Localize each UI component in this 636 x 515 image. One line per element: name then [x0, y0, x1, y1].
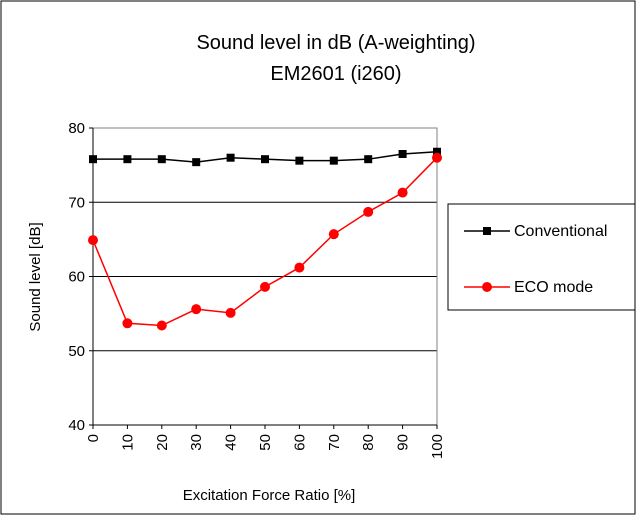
x-tick-label-100: 100 — [429, 434, 446, 459]
point-conventional-80 — [364, 155, 373, 164]
x-tick-label-40: 40 — [223, 434, 240, 451]
x-axis-label: Excitation Force Ratio [%] — [183, 487, 356, 504]
y-tick-label-70: 70 — [68, 194, 85, 211]
point-conventional-0 — [89, 155, 97, 164]
legend-item-conventional: Conventional — [464, 223, 607, 240]
x-tick-label-10: 10 — [119, 434, 136, 451]
y-tick-label-40: 40 — [68, 417, 85, 434]
legend-box — [447, 203, 636, 311]
point-eco-mode-50 — [260, 281, 270, 292]
point-conventional-70 — [329, 156, 338, 165]
point-eco-mode-60 — [294, 262, 305, 273]
point-eco-mode-0 — [88, 235, 98, 246]
chart-title: Sound level in dB (A-weighting) — [196, 32, 475, 54]
point-conventional-10 — [123, 155, 132, 164]
point-conventional-40 — [226, 153, 235, 162]
series-conventional — [89, 147, 441, 167]
y-axis: 40 50 60 70 80 — [68, 120, 94, 434]
x-tick-label-30: 30 — [188, 434, 205, 451]
point-conventional-20 — [157, 155, 166, 164]
grid-lines — [93, 201, 437, 352]
x-tick-label-70: 70 — [326, 434, 343, 451]
point-conventional-100 — [433, 147, 441, 156]
x-tick-label-0: 0 — [85, 434, 102, 442]
chart-subtitle: EM2601 (i260) — [270, 63, 401, 85]
series-layer — [88, 147, 442, 331]
legend-item-eco-mode: ECO mode — [464, 279, 593, 296]
point-eco-mode-20 — [156, 320, 167, 331]
y-tick-label-50: 50 — [68, 343, 85, 360]
x-axis: 0 10 20 30 40 50 60 70 80 90 100 — [85, 424, 446, 459]
series-eco-mode — [88, 152, 442, 331]
point-eco-mode-70 — [328, 229, 339, 240]
point-eco-mode-10 — [122, 318, 133, 329]
legend-label-conventional: Conventional — [514, 223, 607, 240]
y-tick-label-80: 80 — [68, 120, 85, 137]
point-eco-mode-100 — [432, 152, 442, 163]
x-tick-label-50: 50 — [257, 434, 274, 451]
point-eco-mode-80 — [363, 206, 374, 217]
legend-marker-conventional — [483, 227, 491, 235]
legend-marker-eco-mode — [482, 282, 492, 292]
point-eco-mode-30 — [191, 304, 202, 315]
x-tick-label-20: 20 — [154, 434, 171, 451]
legend-label-eco-mode: ECO mode — [514, 279, 593, 296]
point-conventional-90 — [398, 149, 407, 158]
point-eco-mode-90 — [397, 187, 408, 198]
x-tick-label-60: 60 — [291, 434, 308, 451]
y-tick-label-60: 60 — [68, 269, 85, 286]
point-conventional-50 — [261, 155, 269, 164]
y-axis-label: Sound level [dB] — [27, 222, 44, 331]
legend: Conventional ECO mode — [447, 203, 636, 311]
point-conventional-30 — [192, 158, 201, 167]
x-tick-label-80: 80 — [360, 434, 377, 451]
point-conventional-60 — [295, 156, 304, 165]
point-eco-mode-40 — [225, 307, 236, 318]
x-tick-label-90: 90 — [395, 434, 412, 451]
